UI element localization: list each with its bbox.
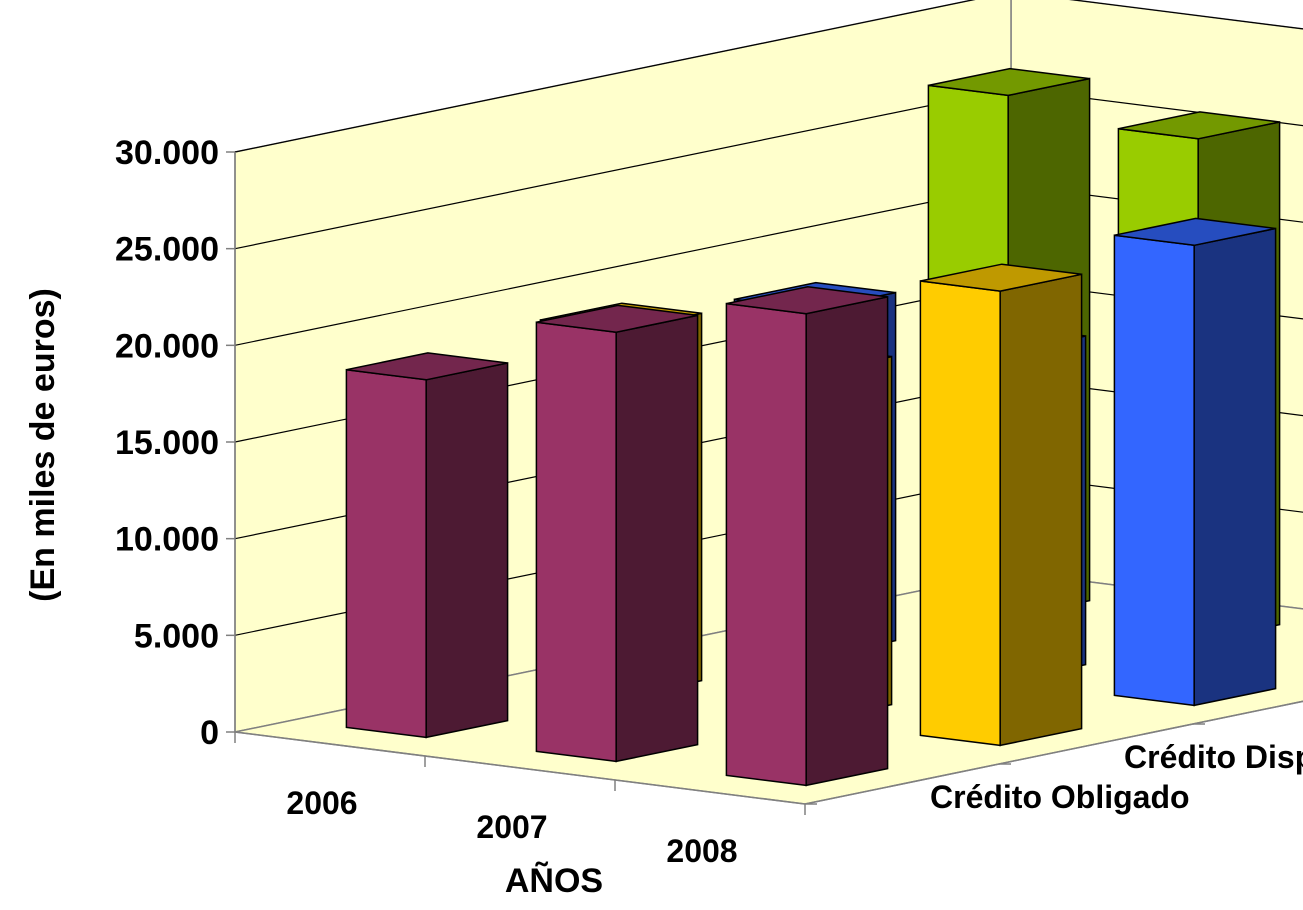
bar-side-face: [1193, 227, 1277, 707]
bar-front-face: [345, 368, 427, 739]
bar-cr-dito-obligado-2006: [345, 352, 509, 739]
bar-top-face: [1114, 217, 1276, 247]
bar-front-face: [919, 280, 1001, 747]
bar-top-face: [726, 286, 888, 315]
x-axis-line: [234, 731, 806, 805]
y-tick-label: 5.000: [134, 617, 219, 655]
y-tick-label: 10.000: [115, 521, 219, 559]
bar-cr-dito-obligado-2008: [725, 286, 889, 787]
bar-front-face: [1113, 234, 1195, 707]
gridline: [234, 0, 1303, 153]
bar-cr-dito-final-2008: [1113, 217, 1277, 707]
x-tick-label: 2008: [666, 833, 737, 869]
bar-side-face: [615, 314, 699, 763]
bar-front-face: [535, 321, 617, 763]
bar-side-face: [805, 295, 889, 787]
series-label: Crédito Dispuesto: [1124, 739, 1303, 775]
y-tick-label: 25.000: [115, 231, 219, 269]
bar-cr-dito-dispuesto-2008: [919, 263, 1083, 747]
y-tick-label: 0: [200, 714, 219, 752]
y-tick-label: 20.000: [115, 327, 219, 365]
labels-group: 0 5.000 10.000 15.000 20.000 25.000 30.000 2006…: [115, 134, 1303, 869]
series-label: Crédito Obligado: [930, 779, 1190, 815]
bar-top-face: [536, 304, 698, 333]
x-axis-title: AÑOS: [505, 862, 603, 900]
bars-group: [345, 67, 1281, 787]
bar-top-face: [928, 67, 1090, 97]
bar-side-face: [425, 362, 509, 739]
bar-top-face: [1118, 111, 1280, 140]
y-axis-title: (En miles de euros): [24, 288, 62, 602]
x-tick-label: 2007: [476, 809, 547, 845]
bar-front-face: [725, 302, 807, 787]
bar-side-face: [999, 273, 1083, 747]
y-tick-label: 15.000: [115, 424, 219, 462]
bar-top-face: [346, 352, 508, 381]
y-tick-label: 30.000: [115, 134, 219, 172]
bar-top-face: [920, 263, 1082, 292]
x-tick-label: 2006: [286, 785, 357, 821]
bar-cr-dito-obligado-2007: [535, 304, 699, 763]
axes-group: [226, 151, 1303, 815]
